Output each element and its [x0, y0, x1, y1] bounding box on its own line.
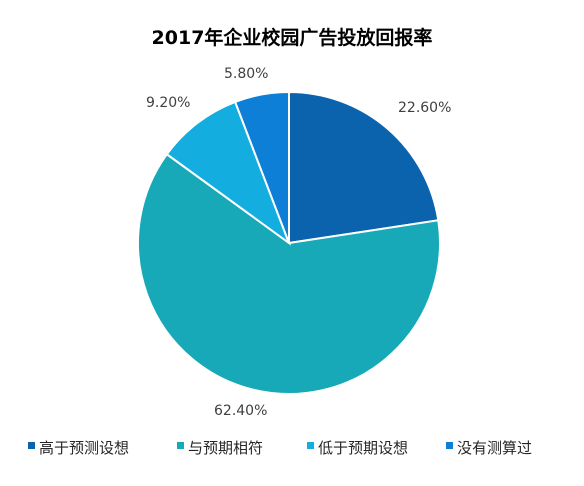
legend-swatch [307, 442, 314, 449]
data-label-4: 5.80% [224, 66, 268, 82]
pie-slice-2 [137, 152, 441, 395]
data-label-1: 22.60% [398, 100, 451, 116]
data-label-2: 62.40% [214, 403, 267, 419]
data-labels: 22.60% 62.40% 9.20% 5.80% [146, 66, 451, 419]
data-label-3: 9.20% [146, 95, 190, 111]
pie-slices [137, 90, 441, 395]
legend-item-1: 高于预测设想 [28, 439, 129, 457]
legend-item-2: 与预期相符 [177, 439, 263, 457]
legend-label: 没有测算过 [457, 439, 532, 457]
legend-swatch [177, 442, 184, 449]
legend: 高于预测设想 与预期相符 低于预期设想 没有测算过 [28, 439, 532, 457]
chart-title: 2017年企业校园广告投放回报率 [152, 26, 433, 49]
legend-swatch [28, 442, 35, 449]
legend-item-3: 低于预期设想 [307, 439, 408, 457]
legend-label: 高于预测设想 [39, 439, 129, 457]
pie-slice-1 [288, 90, 440, 245]
legend-label: 与预期相符 [188, 439, 263, 457]
pie-slice-3 [165, 100, 292, 246]
legend-swatch [446, 442, 453, 449]
legend-item-4: 没有测算过 [446, 439, 532, 457]
legend-label: 低于预期设想 [318, 439, 408, 457]
pie-slice-4 [233, 90, 290, 244]
